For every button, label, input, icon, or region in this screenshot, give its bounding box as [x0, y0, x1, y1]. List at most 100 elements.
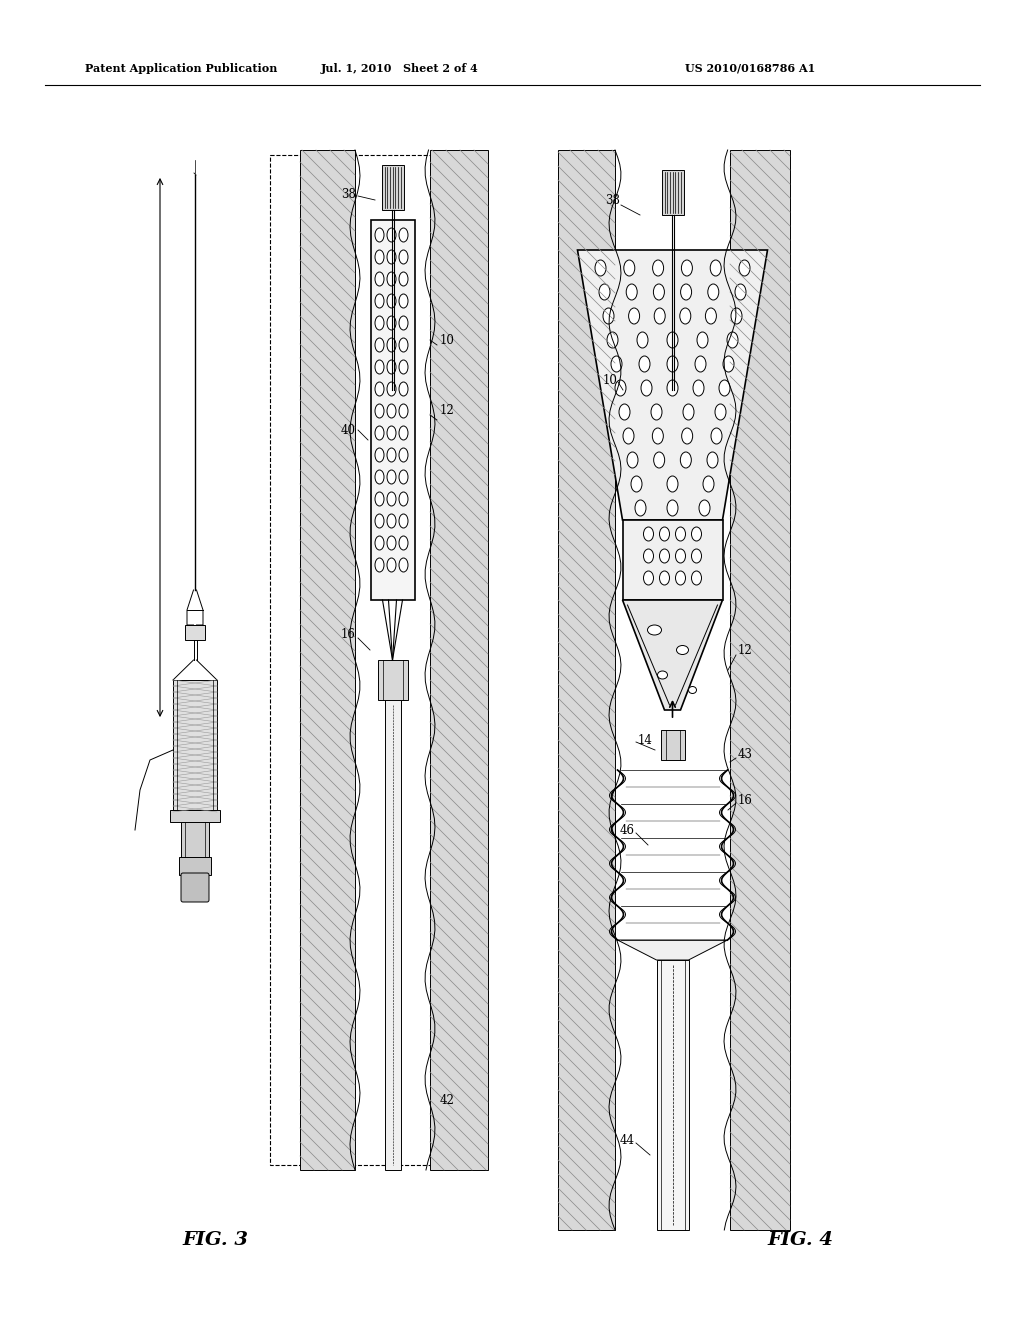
- Bar: [371, 220, 415, 601]
- Ellipse shape: [680, 451, 691, 469]
- Ellipse shape: [731, 308, 742, 323]
- Ellipse shape: [399, 558, 408, 572]
- Bar: [558, 150, 615, 1230]
- Text: US 2010/0168786 A1: US 2010/0168786 A1: [685, 62, 815, 74]
- Ellipse shape: [618, 404, 630, 420]
- Ellipse shape: [399, 294, 408, 308]
- Ellipse shape: [375, 360, 384, 374]
- Ellipse shape: [708, 284, 719, 300]
- Ellipse shape: [375, 426, 384, 440]
- Ellipse shape: [387, 470, 396, 484]
- Ellipse shape: [387, 272, 396, 286]
- Text: FIG. 4: FIG. 4: [767, 1232, 833, 1249]
- Ellipse shape: [667, 477, 678, 492]
- Ellipse shape: [723, 356, 734, 372]
- Ellipse shape: [399, 360, 408, 374]
- Ellipse shape: [695, 356, 706, 372]
- Ellipse shape: [711, 428, 722, 444]
- Text: 12: 12: [440, 404, 455, 417]
- Ellipse shape: [691, 549, 701, 564]
- Ellipse shape: [624, 260, 635, 276]
- Ellipse shape: [623, 428, 634, 444]
- Ellipse shape: [727, 333, 738, 348]
- Ellipse shape: [706, 308, 717, 323]
- Ellipse shape: [607, 333, 618, 348]
- Bar: [662, 170, 683, 215]
- Text: 16: 16: [341, 628, 356, 642]
- Ellipse shape: [735, 284, 746, 300]
- Ellipse shape: [676, 549, 685, 564]
- Ellipse shape: [399, 447, 408, 462]
- Ellipse shape: [703, 477, 714, 492]
- Ellipse shape: [375, 315, 384, 330]
- Bar: [382, 165, 403, 210]
- Text: 10: 10: [602, 374, 617, 387]
- Ellipse shape: [375, 447, 384, 462]
- Ellipse shape: [387, 315, 396, 330]
- Ellipse shape: [399, 338, 408, 352]
- Bar: [170, 810, 220, 822]
- Text: 12: 12: [738, 644, 753, 656]
- Text: 40: 40: [341, 424, 356, 437]
- Ellipse shape: [375, 536, 384, 550]
- Ellipse shape: [375, 338, 384, 352]
- Text: 44: 44: [620, 1134, 635, 1147]
- Ellipse shape: [387, 558, 396, 572]
- Polygon shape: [578, 249, 768, 520]
- Ellipse shape: [677, 645, 688, 655]
- Ellipse shape: [641, 380, 652, 396]
- Bar: [378, 660, 408, 700]
- Ellipse shape: [399, 228, 408, 242]
- Ellipse shape: [676, 527, 685, 541]
- Ellipse shape: [643, 527, 653, 541]
- Ellipse shape: [693, 380, 705, 396]
- Ellipse shape: [627, 451, 638, 469]
- Ellipse shape: [651, 404, 662, 420]
- Ellipse shape: [387, 228, 396, 242]
- Text: 43: 43: [738, 748, 753, 762]
- Ellipse shape: [399, 513, 408, 528]
- Bar: [656, 960, 688, 1230]
- Ellipse shape: [375, 381, 384, 396]
- Text: Patent Application Publication: Patent Application Publication: [85, 62, 278, 74]
- Ellipse shape: [387, 513, 396, 528]
- Text: Jul. 1, 2010   Sheet 2 of 4: Jul. 1, 2010 Sheet 2 of 4: [322, 62, 479, 74]
- Bar: [179, 857, 211, 875]
- Bar: [181, 822, 209, 857]
- Ellipse shape: [387, 294, 396, 308]
- Bar: [623, 520, 723, 601]
- Ellipse shape: [681, 260, 692, 276]
- Ellipse shape: [375, 558, 384, 572]
- Bar: [270, 154, 435, 1166]
- Ellipse shape: [399, 426, 408, 440]
- Ellipse shape: [631, 477, 642, 492]
- Ellipse shape: [399, 536, 408, 550]
- Ellipse shape: [387, 381, 396, 396]
- Ellipse shape: [639, 356, 650, 372]
- Ellipse shape: [375, 492, 384, 506]
- Ellipse shape: [657, 671, 668, 678]
- Ellipse shape: [691, 572, 701, 585]
- Bar: [300, 150, 355, 1170]
- Text: 14: 14: [638, 734, 653, 747]
- Ellipse shape: [715, 404, 726, 420]
- Ellipse shape: [387, 536, 396, 550]
- Ellipse shape: [387, 338, 396, 352]
- Ellipse shape: [676, 572, 685, 585]
- Ellipse shape: [387, 492, 396, 506]
- Ellipse shape: [637, 333, 648, 348]
- Ellipse shape: [643, 549, 653, 564]
- Ellipse shape: [739, 260, 750, 276]
- Ellipse shape: [697, 333, 708, 348]
- Ellipse shape: [399, 272, 408, 286]
- Ellipse shape: [595, 260, 606, 276]
- Ellipse shape: [667, 500, 678, 516]
- Ellipse shape: [629, 308, 640, 323]
- Bar: [730, 150, 790, 1230]
- Ellipse shape: [375, 513, 384, 528]
- Ellipse shape: [375, 228, 384, 242]
- FancyBboxPatch shape: [181, 873, 209, 902]
- Ellipse shape: [387, 426, 396, 440]
- Text: 16: 16: [738, 793, 753, 807]
- Polygon shape: [623, 601, 723, 710]
